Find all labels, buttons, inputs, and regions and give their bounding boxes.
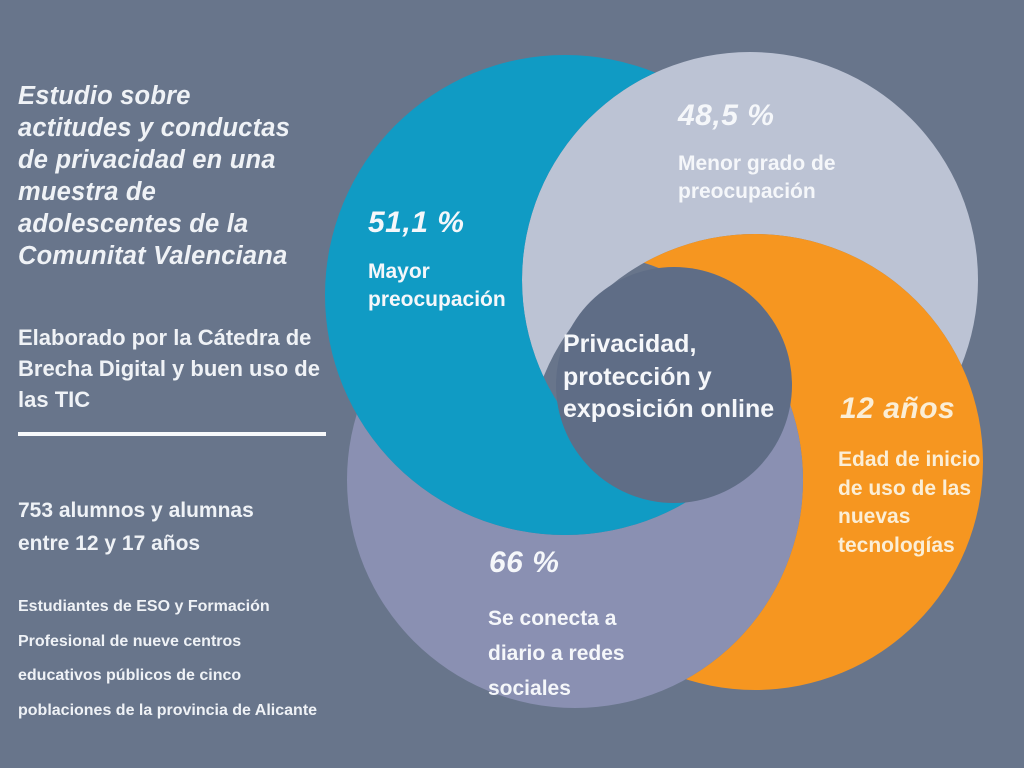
value-edad-inicio: 12 años — [840, 392, 956, 425]
label-line: Se conecta a — [488, 607, 617, 630]
value-conexion-diaria: 66 % — [489, 546, 560, 579]
sample-line: entre 12 y 17 años — [18, 532, 201, 555]
sample-details-text: Estudiantes de ESO y Formación Profesion… — [18, 590, 354, 728]
label-line: nuevas — [838, 505, 911, 528]
title-line: Estudio sobre — [18, 82, 191, 110]
label-mayor-preocupacion: Mayor preocupación — [368, 258, 506, 314]
center-circle — [556, 267, 792, 503]
label-menor-preocupacion: Menor grado de preocupación — [678, 150, 836, 206]
value-mayor-preocupacion: 51,1 % — [368, 206, 465, 239]
credit-line: Elaborado por la Cátedra de — [18, 325, 312, 350]
details-line: poblaciones de la provincia de Alicante — [18, 701, 318, 719]
center-line: Privacidad, — [563, 330, 697, 358]
label-conexion-diaria: Se conecta a diario a redes sociales — [488, 601, 625, 706]
title-line: Comunitat Valenciana — [18, 242, 288, 270]
sample-size-text: 753 alumnos y alumnas entre 12 y 17 años — [18, 494, 318, 560]
credit-line: las TIC — [18, 387, 91, 412]
details-line: Profesional de nueve centros — [18, 632, 242, 650]
title-line: actitudes y conductas — [18, 114, 291, 142]
value-menor-preocupacion: 48,5 % — [678, 99, 775, 132]
title-line: adolescentes de la — [18, 210, 249, 238]
center-topic-label: Privacidad, protección y exposición onli… — [563, 328, 795, 426]
label-line: Edad de inicio — [838, 448, 981, 471]
center-line: protección y — [563, 362, 712, 391]
title-line: de privacidad en una — [18, 146, 276, 174]
label-edad-inicio: Edad de inicio de uso de las nuevas tecn… — [838, 446, 980, 560]
label-line: preocupación — [678, 180, 816, 203]
details-line: Estudiantes de ESO y Formación — [18, 598, 270, 615]
label-line: sociales — [488, 677, 571, 700]
label-line: de uso de las — [838, 476, 972, 500]
label-line: preocupación — [368, 288, 506, 311]
divider-line — [18, 432, 326, 436]
label-line: diario a redes — [488, 642, 625, 665]
title-line: muestra de — [18, 178, 157, 206]
center-line: exposición online — [563, 395, 775, 423]
sample-line: 753 alumnos y alumnas — [18, 499, 254, 522]
label-line: Menor grado de — [678, 152, 836, 175]
credit-line: Brecha Digital y buen uso de — [18, 356, 320, 381]
label-line: tecnologías — [838, 533, 955, 557]
details-line: educativos públicos de cinco — [18, 667, 242, 684]
label-line: Mayor — [368, 260, 430, 283]
study-title: Estudio sobre actitudes y conductas de p… — [18, 80, 354, 272]
credit-text: Elaborado por la Cátedra de Brecha Digit… — [18, 322, 354, 415]
